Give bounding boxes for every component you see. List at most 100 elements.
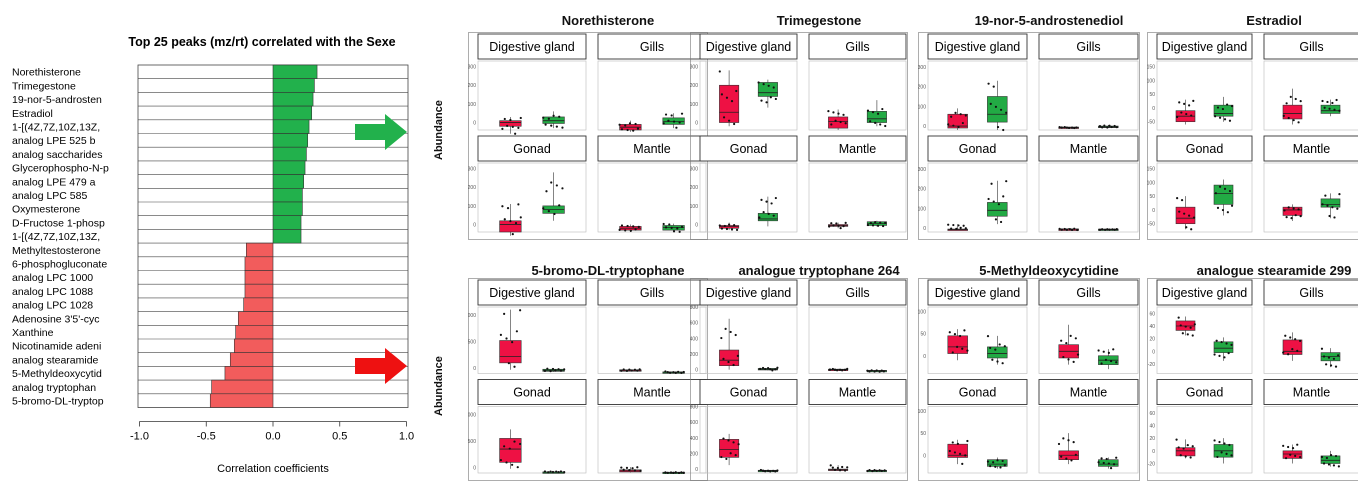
- facet-strip: [808, 379, 907, 405]
- data-point: [1065, 457, 1068, 460]
- category-label: analog LPC 1088: [12, 286, 93, 298]
- data-point: [1287, 116, 1290, 120]
- data-point: [626, 224, 629, 228]
- data-point: [545, 190, 548, 193]
- bar: [224, 366, 274, 381]
- box: [1282, 450, 1303, 459]
- facet-panel: Mantle: [1038, 379, 1139, 474]
- data-point: [950, 115, 953, 118]
- figure-frame: [918, 32, 1140, 240]
- facet-label: Mantle: [1293, 386, 1331, 400]
- facet-plot-area: [808, 60, 907, 131]
- facet-strip: [699, 33, 798, 60]
- facet-panel: Gills: [597, 33, 707, 132]
- data-point: [948, 449, 951, 453]
- data-point: [542, 207, 545, 210]
- facet-label: Gonad: [959, 386, 997, 400]
- data-point: [519, 309, 522, 312]
- x-tick-label: 0.0: [265, 431, 280, 443]
- data-point: [626, 128, 629, 132]
- data-point: [666, 471, 669, 474]
- data-point: [720, 455, 723, 459]
- data-point: [1285, 102, 1288, 105]
- data-point: [837, 112, 840, 115]
- data-point: [513, 365, 516, 368]
- facet-strip: [477, 135, 587, 162]
- data-point: [1223, 118, 1227, 121]
- facet-label: Digestive gland: [935, 286, 1021, 300]
- data-point: [507, 362, 510, 365]
- y-tick-label: 0: [923, 124, 926, 130]
- data-point: [764, 470, 767, 473]
- data-point: [1106, 228, 1109, 231]
- facet-label: Gonad: [513, 386, 551, 400]
- data-point: [516, 466, 519, 469]
- data-point: [1107, 462, 1110, 465]
- box: [719, 349, 740, 366]
- data-point: [555, 184, 558, 187]
- data-point: [630, 369, 633, 372]
- data-point: [669, 371, 672, 374]
- y-tick-label: 0: [695, 223, 698, 229]
- category-label: Estradiol: [12, 108, 53, 120]
- data-point: [1113, 228, 1116, 231]
- abundance-label: Abundance: [433, 100, 445, 160]
- bar: [272, 215, 302, 230]
- data-point: [1215, 339, 1218, 342]
- bar: [272, 188, 303, 203]
- y-tick-label: 0: [1152, 349, 1155, 355]
- data-point: [734, 454, 737, 457]
- data-point: [1001, 459, 1004, 463]
- data-point: [833, 368, 837, 371]
- data-point: [511, 233, 514, 236]
- category-label: analog saccharides: [12, 149, 102, 161]
- data-point: [1322, 462, 1326, 465]
- data-point: [1115, 126, 1118, 129]
- data-point: [1112, 348, 1115, 351]
- y-tick-label: 600: [690, 420, 698, 426]
- data-point: [1074, 337, 1077, 340]
- data-point: [1228, 119, 1232, 122]
- data-point: [774, 470, 777, 473]
- data-point: [875, 469, 878, 472]
- data-point: [559, 369, 563, 372]
- facet-strip: [927, 379, 1028, 405]
- data-point: [1218, 440, 1221, 444]
- facet-plot-area: [927, 162, 1028, 233]
- data-point: [827, 110, 830, 113]
- facet-plot-area: [1038, 406, 1139, 474]
- data-point: [1065, 228, 1069, 231]
- y-tick-label: 50: [920, 431, 926, 437]
- data-point: [555, 125, 558, 128]
- data-point: [844, 122, 847, 125]
- data-point: [834, 119, 837, 122]
- facet-panel: Digestive gland 800 600 400 200 0: [690, 279, 798, 374]
- data-point: [868, 468, 871, 472]
- data-point: [1185, 226, 1188, 229]
- correlation-bar-chart: Top 25 peaks (mz/rt) correlated with the…: [12, 35, 414, 475]
- data-point: [729, 330, 732, 334]
- facet-strip: [1156, 33, 1253, 60]
- data-point: [1184, 455, 1187, 458]
- boxplot-title: Estradiol: [1246, 13, 1302, 28]
- data-point: [633, 469, 637, 472]
- facet-label: Gonad: [1186, 142, 1224, 156]
- data-point: [871, 469, 874, 473]
- y-tick-label: 500: [468, 439, 476, 445]
- facet-plot-area: [597, 60, 707, 131]
- facet-label: Mantle: [633, 142, 671, 156]
- data-point: [546, 367, 549, 370]
- data-point: [1327, 356, 1331, 359]
- bar: [243, 297, 274, 312]
- bar: [272, 229, 302, 244]
- data-point: [625, 369, 629, 373]
- data-point: [1188, 214, 1191, 217]
- y-tick-label: 400: [690, 336, 698, 342]
- data-point: [553, 212, 556, 216]
- facet-strip: [808, 279, 907, 306]
- facet-label: Mantle: [839, 386, 877, 400]
- data-point: [511, 125, 514, 128]
- y-tick-label: -20: [1148, 462, 1155, 468]
- data-point: [1322, 355, 1326, 358]
- data-point: [1191, 334, 1194, 337]
